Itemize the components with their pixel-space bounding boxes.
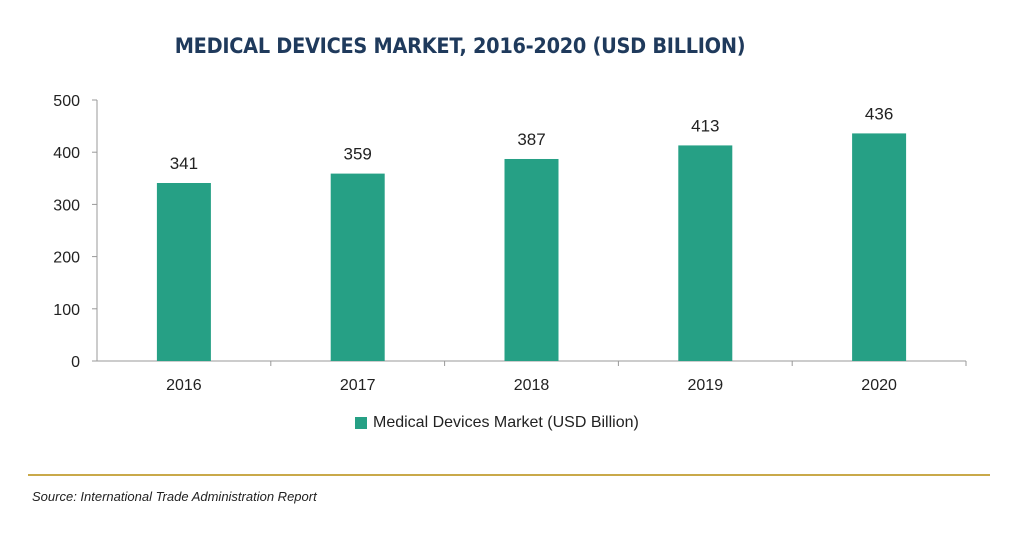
data-label-2016: 341 (170, 154, 198, 173)
bar-2019 (678, 145, 733, 361)
bar-2020 (852, 133, 907, 361)
bar-2017 (330, 173, 385, 361)
chart-title: MEDICAL DEVICES MARKET, 2016-2020 (USD B… (174, 34, 746, 58)
legend-label: Medical Devices Market (USD Billion) (373, 414, 639, 431)
source-note: Source: International Trade Administrati… (32, 489, 317, 504)
y-tick-label: 300 (53, 197, 80, 214)
x-tick-label-2018: 2018 (514, 377, 550, 394)
bar-chart: 0 100 200 300 400 500 341 2016 359 2017 387 2018 413… (53, 93, 967, 394)
x-tick-label-2017: 2017 (340, 377, 376, 394)
data-label-2018: 387 (517, 130, 545, 149)
data-label-2019: 413 (691, 116, 719, 135)
data-label-2017: 359 (344, 145, 372, 164)
legend: Medical Devices Market (USD Billion) (355, 414, 639, 432)
y-tick-label: 0 (71, 354, 80, 371)
x-tick-label-2020: 2020 (861, 377, 897, 394)
bar-2018 (504, 158, 559, 361)
y-tick-label: 400 (53, 145, 80, 162)
x-tick-label-2019: 2019 (688, 377, 724, 394)
y-tick-label: 200 (53, 250, 80, 267)
data-label-2020: 436 (865, 104, 893, 123)
x-tick-label-2016: 2016 (166, 377, 202, 394)
legend-swatch (355, 417, 367, 429)
bar-2016 (156, 182, 211, 361)
divider-line (28, 474, 990, 476)
y-tick-label: 500 (53, 93, 80, 110)
y-tick-label: 100 (53, 302, 80, 319)
